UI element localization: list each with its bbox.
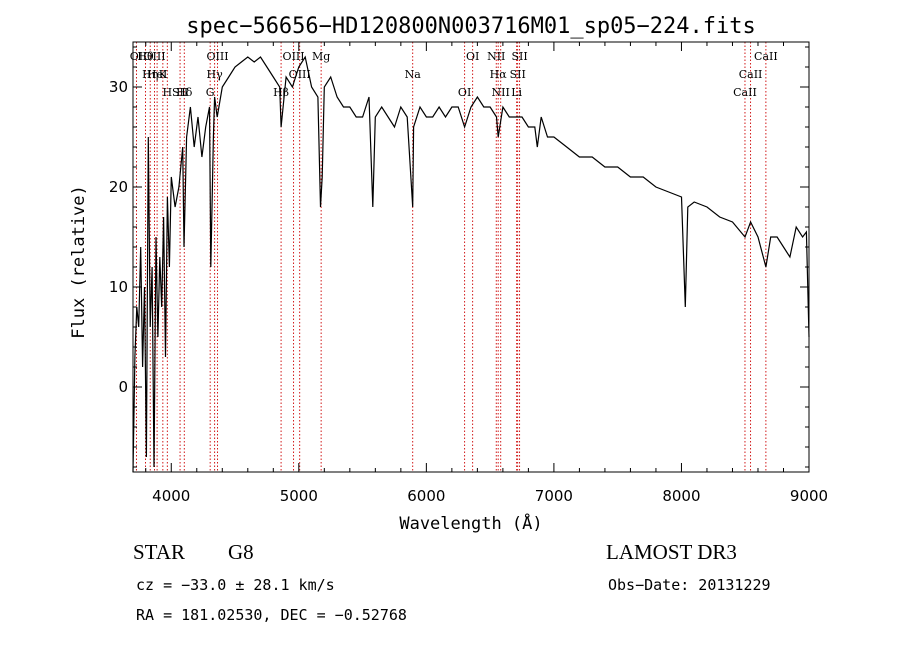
marker-label-11: G (206, 86, 215, 99)
marker-label-18: OI (466, 50, 479, 63)
object-class: STAR (133, 540, 185, 564)
marker-label-23: Li (511, 86, 522, 99)
marker-label-4: HeI (147, 68, 167, 81)
marker-label-27: CaII (754, 50, 778, 63)
coordinates-text: RA = 181.02530, DEC = −0.52768 (136, 606, 407, 624)
marker-label-15: Mg (312, 50, 330, 63)
marker-label-17: OI (458, 86, 471, 99)
y-tick-label-3: 30 (109, 78, 128, 96)
marker-label-10: Hγ (207, 68, 224, 81)
marker-label-16: Na (405, 68, 422, 81)
x-axis: 4000 5000 6000 7000 8000 9000 (145, 42, 828, 505)
marker-label-13: OIII (289, 68, 311, 81)
marker-label-14: Hβ (273, 86, 289, 99)
marker-label-6: OIII (144, 50, 166, 63)
obs-date-text: Obs−Date: 20131229 (608, 576, 771, 594)
x-tick-label-0: 4000 (152, 487, 190, 505)
x-tick-label-3: 7000 (535, 487, 573, 505)
spectral-line-labels: HθKHδOIHeISIIOIIIHηHOIIIHγGOIIIOIIIHβMgN… (130, 50, 778, 99)
x-tick-label-1: 5000 (280, 487, 318, 505)
plot-frame (132, 41, 810, 473)
marker-label-8: H (163, 86, 173, 99)
marker-label-9: OIII (207, 50, 229, 63)
y-axis-label: Flux (relative) (69, 185, 89, 339)
chart-title: spec−56656−HD120800N003716M01_sp05−224.f… (186, 14, 756, 39)
spectral-line-markers (135, 42, 767, 472)
survey-name: LAMOST DR3 (606, 540, 737, 564)
marker-label-20: NII (492, 86, 510, 99)
x-tick-label-4: 8000 (662, 487, 700, 505)
marker-label-2: Hδ (176, 86, 193, 99)
y-tick-label-2: 20 (109, 178, 128, 196)
x-tick-label-2: 6000 (407, 487, 445, 505)
redshift-text: cz = −33.0 ± 28.1 km/s (136, 576, 335, 594)
marker-label-26: CaII (733, 86, 757, 99)
marker-label-12: OIII (283, 50, 305, 63)
marker-label-21: NII (487, 50, 505, 63)
spectrum-line (132, 55, 810, 473)
y-tick-label-0: 0 (118, 378, 128, 396)
marker-label-7: Hη (142, 68, 158, 81)
marker-label-0: Hθ (137, 50, 154, 63)
marker-label-24: SII (511, 50, 527, 63)
marker-label-5: SII (172, 86, 188, 99)
object-subclass: G8 (228, 540, 254, 564)
marker-label-3: OI (130, 50, 143, 63)
marker-label-1: K (159, 68, 168, 81)
marker-label-25: CaII (739, 68, 763, 81)
y-tick-label-1: 10 (109, 278, 128, 296)
x-axis-label: Wavelength (Å) (399, 512, 542, 534)
marker-label-19: Hα (490, 68, 508, 81)
marker-label-22: SII (510, 68, 526, 81)
x-tick-label-5: 9000 (790, 487, 828, 505)
y-axis: 0 10 20 30 (109, 46, 809, 468)
